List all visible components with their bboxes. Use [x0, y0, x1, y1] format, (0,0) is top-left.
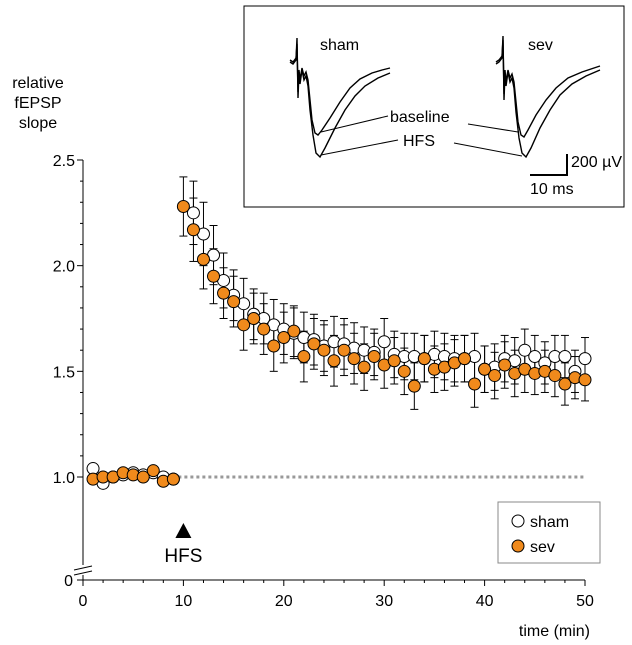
pointer-hfs-left [320, 139, 399, 156]
data-point-sev [327, 354, 341, 368]
data-point-sev [488, 369, 502, 383]
legend-marker-sev [511, 539, 525, 553]
data-point-sev [578, 373, 592, 387]
data-point-sev [247, 312, 261, 325]
scale-bar [530, 154, 568, 176]
legend: sham sev [497, 501, 601, 564]
data-point-sev [227, 295, 241, 309]
data-point-sev [367, 350, 381, 364]
x-tick-label: 20 [275, 593, 293, 610]
y-axis-label-line: relative [12, 75, 64, 92]
data-point-sev [458, 352, 472, 366]
data-point-sev [217, 286, 231, 300]
hfs-stimulus-triangle-icon [175, 523, 192, 538]
data-point-sev [417, 352, 431, 366]
data-points [86, 199, 592, 490]
data-point-sev [337, 343, 351, 357]
data-point-sham [578, 352, 592, 366]
data-point-sev [186, 223, 200, 237]
legend-marker-sham [511, 514, 525, 528]
pointer-baseline-right [467, 123, 519, 133]
data-point-sev [397, 364, 411, 378]
data-point-sev [207, 269, 221, 283]
data-point-sev [558, 377, 572, 391]
y-axis-label: relative fEPSP slope [12, 75, 64, 132]
y-tick-label: 2.5 [53, 153, 75, 170]
y-axis-label-line: fEPSP [14, 95, 61, 112]
x-tick-label: 50 [576, 593, 594, 610]
data-point-sev [267, 339, 281, 353]
x-tick-label: 30 [375, 593, 393, 610]
inset-label-hfs: HFS [403, 133, 435, 150]
data-point-sev [407, 379, 421, 393]
scale-bar-time-label: 10 ms [530, 181, 574, 198]
legend-label-sev: sev [530, 539, 555, 556]
axes: 1.0 1.5 2.0 2.5 00 10 20 30 40 50 time (min) [53, 153, 594, 640]
inset-label-sev: sev [528, 37, 553, 54]
data-point-sham [528, 350, 542, 364]
data-point-sev [548, 369, 562, 383]
y-tick-label: 1.0 [53, 470, 75, 487]
y-tick-label: 2.0 [53, 259, 75, 276]
sev-trace-hfs [495, 35, 601, 159]
data-point-sev [478, 362, 492, 376]
y-axis-label-line: slope [19, 115, 57, 132]
data-point-sev [146, 464, 160, 478]
data-point-sham [186, 206, 200, 220]
axis-break-mark [73, 565, 93, 571]
inset-label-sham: sham [320, 37, 359, 54]
y-tick-label: 1.5 [53, 364, 75, 381]
data-point-sev [357, 360, 371, 374]
data-point-sev [196, 252, 210, 266]
data-point-sev [257, 322, 271, 336]
data-point-sham [518, 343, 532, 357]
scale-bar-voltage-label: 200 µV [571, 154, 622, 171]
data-point-sev [237, 318, 251, 332]
hfs-annotation-label: HFS [164, 546, 202, 567]
data-point-sev [287, 324, 301, 338]
x-tick-label: 40 [476, 593, 494, 610]
x-tick-label: 0 [79, 593, 88, 610]
pointer-hfs-right [453, 142, 523, 157]
data-point-sev [307, 337, 321, 351]
axis-break-mark [73, 570, 93, 576]
data-point-sev [317, 343, 331, 357]
pointer-baseline-left [320, 115, 389, 133]
data-point-sev [176, 199, 190, 213]
inset-traces-panel: sham sev baseline HFS 200 µV 10 ms [243, 5, 625, 208]
sham-trace-hfs [289, 37, 391, 159]
legend-box [497, 501, 601, 564]
data-point-sev [166, 472, 180, 486]
data-point-sev [297, 350, 311, 364]
x-axis-label: time (min) [519, 623, 590, 640]
inset-label-baseline: baseline [390, 109, 450, 126]
y-tick-label-zero: 0 [64, 573, 73, 590]
data-point-sham [377, 335, 391, 349]
legend-label-sham: sham [530, 514, 569, 531]
x-tick-label: 10 [175, 593, 193, 610]
data-point-sev [136, 470, 150, 484]
data-point-sev [277, 331, 291, 345]
data-point-sev [498, 358, 512, 372]
inset-box [243, 5, 625, 208]
data-point-sev [347, 352, 361, 366]
data-point-sham [558, 350, 572, 364]
data-point-sev [387, 354, 401, 368]
data-point-sev [468, 377, 482, 391]
